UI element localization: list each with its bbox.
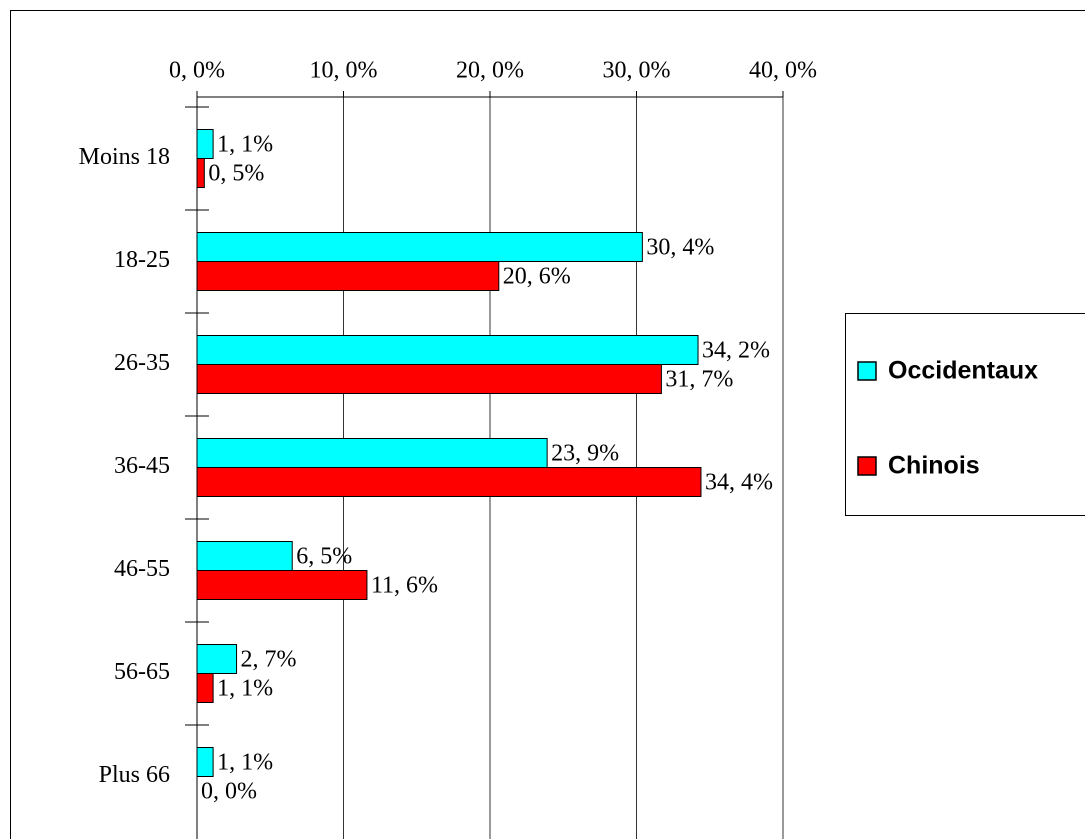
bar [196,747,214,777]
data-label: 34, 4% [705,470,773,496]
y-tick-label: 26-35 [114,350,170,376]
y-tick-label: Plus 66 [99,762,170,788]
data-label: 1, 1% [217,750,273,776]
x-tick-label: 0, 0% [169,58,225,84]
legend-label: Chinois [888,452,980,480]
x-tick-label: 20, 0% [456,58,524,84]
bar [196,232,643,262]
data-label: 6, 5% [296,544,352,570]
bar [196,570,368,600]
y-tick-label: 56-65 [114,659,170,685]
data-label: 23, 9% [551,441,619,467]
x-tick-label: 30, 0% [603,58,671,84]
chart-frame [10,10,1085,839]
bar [196,438,548,468]
bar [196,644,238,674]
legend-box [845,313,1085,516]
bar [196,467,702,497]
y-tick-label: 46-55 [114,556,170,582]
data-label: 31, 7% [665,367,733,393]
data-label: 34, 2% [702,338,770,364]
bar [196,129,214,159]
data-label: 2, 7% [241,647,297,673]
data-label: 30, 4% [646,235,714,261]
x-tick-label: 10, 0% [310,58,378,84]
legend-swatch [857,361,877,381]
y-tick-label: 36-45 [114,453,170,479]
legend-swatch [857,456,877,476]
y-tick-label: Moins 18 [79,144,170,170]
data-label: 0, 0% [201,779,257,805]
x-tick-label: 40, 0% [749,58,817,84]
bar [196,158,205,188]
data-label: 1, 1% [217,132,273,158]
bar [196,541,293,571]
legend-label: Occidentaux [888,357,1038,385]
data-label: 0, 5% [208,161,264,187]
y-tick-label: 18-25 [114,247,170,273]
data-label: 20, 6% [503,264,571,290]
bar [196,261,500,291]
bar [196,673,214,703]
data-label: 1, 1% [217,676,273,702]
bar [196,335,699,365]
bar [196,364,662,394]
data-label: 11, 6% [371,573,438,599]
